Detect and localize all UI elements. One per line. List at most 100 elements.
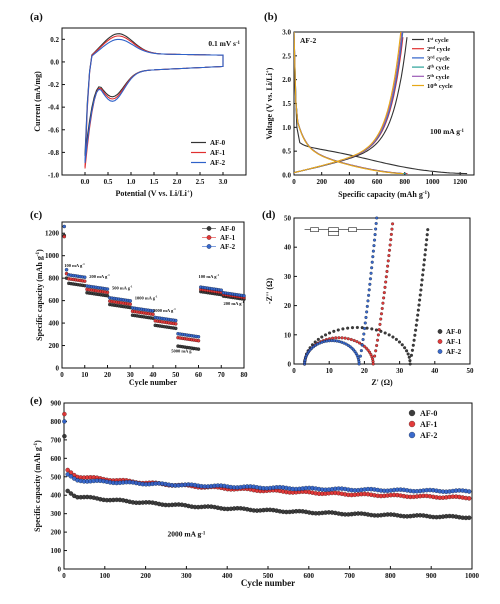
panel-d-point-AF-1 — [390, 227, 394, 231]
panel-e-x-tick-label: 400 — [222, 572, 233, 580]
panel-d-point-AF-0 — [419, 283, 424, 287]
panel-b-y-tick-label: 1.0 — [282, 124, 291, 132]
panel-d-point-AF-0 — [403, 346, 407, 350]
panel-c-y-axis-label: Specific capacity (mAh g-1) — [35, 249, 44, 341]
panel-c-point-AF-2 — [196, 335, 201, 339]
panel-d-x-tick-label: 0 — [292, 367, 296, 375]
panel-d-point-AF-0 — [394, 337, 398, 341]
panel-c-point-AF-1 — [151, 312, 155, 317]
panel-d-point-AF-1 — [382, 291, 386, 295]
panel-d-point-AF-2 — [367, 288, 371, 292]
panel-d-point-AF-0 — [424, 248, 428, 252]
panel-d-y-tick-label: 40 — [284, 244, 292, 252]
panel-e-point-AF-0 — [65, 488, 70, 494]
panel-c-rate-label: 200 mA g-1 — [224, 300, 245, 306]
panel-a-x-tick-label: 1.5 — [150, 178, 159, 186]
panel-d-point-AF-0 — [420, 278, 424, 282]
panel-a-y-tick-label: -1.0 — [48, 172, 60, 180]
panel-b-discharge-4 — [294, 32, 406, 175]
panel-b-y-tick-label: 2.5 — [282, 52, 291, 60]
panel-b-x-tick-label: 600 — [372, 178, 383, 186]
panel-c-point-AF-2 — [219, 288, 223, 292]
panel-c-legend-label: AF-2 — [220, 243, 236, 251]
panel-e-x-axis-label: Cycle number — [241, 578, 295, 588]
panel-c-point-AF-0 — [196, 347, 201, 351]
panel-d-point-AF-2 — [373, 233, 377, 237]
panel-d-point-AF-0 — [405, 349, 409, 353]
panel-c-rate-label: 5000 mA g-1 — [171, 347, 194, 353]
panel-a-legend-label: AF-2 — [210, 159, 226, 167]
panel-d-y-tick-label: 50 — [284, 215, 292, 223]
panel-e-x-tick-label: 500 — [263, 572, 274, 580]
panel-d-point-AF-0 — [418, 298, 422, 302]
panel-d-point-AF-1 — [391, 222, 395, 226]
panel-e-y-axis-label: Specific capacity (mAh g-1) — [33, 440, 42, 532]
panel-d-point-AF-2 — [372, 244, 376, 248]
panel-d-point-AF-2 — [368, 277, 372, 281]
panel-c-x-tick-label: 50 — [172, 371, 180, 379]
panel-d-point-AF-2 — [374, 227, 378, 231]
panel-e-x-tick-label: 0 — [62, 572, 66, 580]
panel-a-series-AF-2 — [84, 38, 224, 164]
panel-d-point-AF-1 — [379, 312, 384, 316]
panel-c-point-AF-2 — [128, 299, 132, 303]
panel-d-point-AF-0 — [332, 329, 336, 333]
panel-d-point-AF-2 — [370, 266, 374, 270]
panel-b-x-tick-label: 0 — [292, 178, 296, 186]
panel-d-label: (d) — [262, 209, 276, 221]
panel-d-point-AF-0 — [418, 293, 422, 297]
panel-e-point-AF-2 — [68, 474, 74, 479]
panel-d-point-AF-1 — [388, 243, 392, 247]
panel-d-point-AF-0 — [425, 233, 429, 237]
panel-c-point-AF-0 — [105, 294, 110, 298]
panel-e-y-tick-label: 200 — [51, 529, 62, 537]
panel-b: 0 200 400 600 800 1000 1200 0.0 0.5 1.0 1.5 2.0 2.5 3… — [264, 11, 475, 199]
panel-b-charge-10 — [294, 32, 402, 174]
panel-d-point-AF-2 — [362, 332, 366, 336]
panel-b-y-tick-label: 1.5 — [282, 100, 291, 108]
panel-e-y-tick-label: 300 — [51, 510, 62, 518]
panel-b-label: (b) — [264, 11, 278, 23]
panel-e-point-AF-2 — [62, 419, 67, 424]
panel-d-point-AF-1 — [364, 346, 368, 350]
panel-d-point-AF-0 — [408, 359, 412, 363]
panel-d-legend-marker — [437, 329, 443, 334]
panel-e-label: (e) — [30, 395, 43, 407]
panel-c-y-tick-label: 200 — [49, 342, 60, 350]
panel-d-circuit-element — [310, 227, 319, 232]
panel-e-point-AF-1 — [62, 411, 67, 417]
panel-d-point-AF-2 — [365, 310, 369, 314]
panel-a-x-tick-label: 3.0 — [219, 178, 228, 186]
panel-e-point-AF-0 — [62, 433, 67, 439]
panel-d-point-AF-0 — [397, 340, 402, 344]
panel-b-x-tick-label: 800 — [400, 178, 411, 186]
panel-d-point-AF-0 — [422, 258, 426, 262]
panel-d-point-AF-2 — [303, 358, 307, 362]
panel-e-legend-label: AF-2 — [420, 431, 437, 440]
panel-d-point-AF-0 — [411, 343, 415, 347]
panel-d-point-AF-1 — [337, 336, 341, 340]
panel-c-point-AF-2 — [64, 268, 69, 272]
panel-c-y-tick-label: 1200 — [45, 230, 60, 238]
panel-d-point-AF-2 — [335, 339, 339, 343]
panel-d-point-AF-1 — [378, 322, 382, 326]
panel-d-point-AF-1 — [349, 337, 353, 342]
panel-b-y-axis-label: Voltage (V vs. Li/Li+) — [265, 67, 274, 139]
panel-d-point-AF-0 — [407, 355, 411, 359]
panel-d-point-AF-2 — [374, 222, 378, 226]
panel-c-x-tick-label: 40 — [150, 371, 158, 379]
panel-d-point-AF-0 — [350, 326, 355, 330]
panel-c-y-tick-label: 0 — [56, 365, 60, 373]
panel-d-point-AF-1 — [366, 348, 370, 352]
panel-d-legend-marker — [437, 339, 443, 344]
panel-b-x-axis-label: Specific capacity (mAh g-1) — [338, 190, 430, 199]
panel-c-legend-label: AF-0 — [220, 225, 236, 233]
panel-d-y-tick-label: 0 — [288, 361, 292, 369]
panel-a-y-tick-label: -0.6 — [48, 126, 60, 134]
panel-b-x-tick-label: 1200 — [453, 178, 468, 186]
panel-d-point-AF-0 — [400, 343, 404, 347]
panel-b-sample-label: AF-2 — [300, 36, 316, 45]
panel-e-x-tick-label: 300 — [181, 572, 192, 580]
panel-d-point-AF-0 — [374, 328, 378, 332]
panel-d-point-AF-0 — [416, 308, 420, 312]
